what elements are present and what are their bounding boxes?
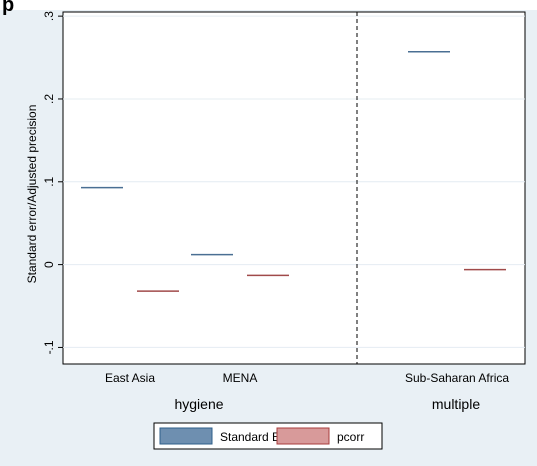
x-tick-label: Sub-Saharan Africa: [405, 371, 509, 385]
y-tick-label: 0: [42, 261, 56, 268]
y-tick-label: .1: [42, 176, 56, 186]
group-label: hygiene: [174, 396, 223, 412]
x-tick-label: MENA: [223, 371, 258, 385]
legend-swatch: [159, 427, 213, 445]
plot-area: [62, 11, 526, 365]
y-tick-label: .3: [42, 11, 56, 21]
y-tick-label: .2: [42, 94, 56, 104]
title-strip: [0, 0, 537, 10]
figure-title-fragment: p: [2, 0, 15, 16]
y-tick-label: -.1: [42, 340, 56, 354]
x-tick-label: East Asia: [105, 371, 155, 385]
legend-label: pcorr: [337, 430, 364, 444]
y-axis-label: Standard error/Adjusted precision: [25, 105, 39, 284]
legend-swatch: [276, 427, 330, 445]
group-label: multiple: [432, 396, 480, 412]
